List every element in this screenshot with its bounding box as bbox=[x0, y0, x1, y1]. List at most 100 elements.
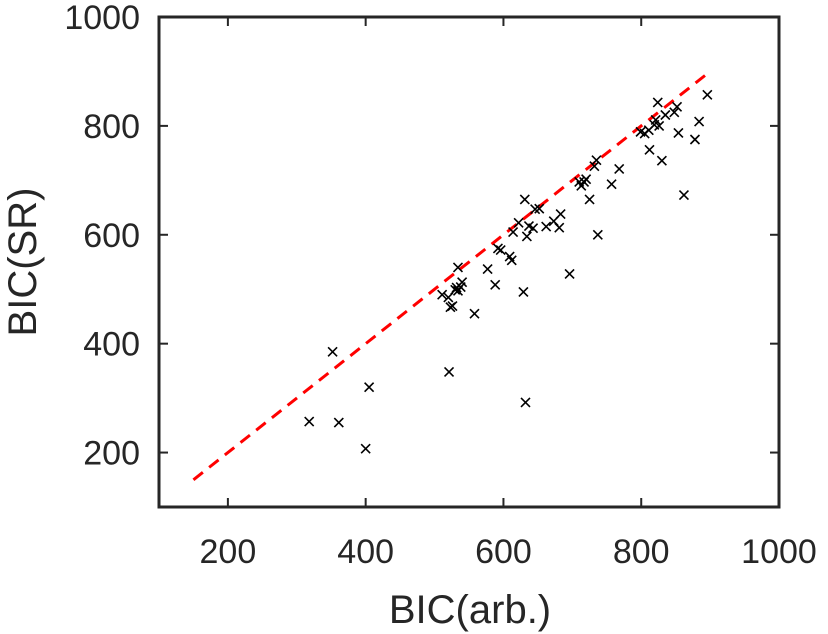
data-point-stroke bbox=[656, 155, 667, 166]
data-point bbox=[644, 144, 655, 155]
data-point bbox=[520, 397, 531, 408]
reference-line bbox=[192, 70, 712, 481]
data-point-stroke bbox=[530, 204, 541, 215]
data-point bbox=[694, 116, 705, 127]
data-point bbox=[702, 89, 713, 100]
data-point bbox=[452, 262, 464, 273]
y-tick-label: 1000 bbox=[64, 0, 140, 37]
data-point-stroke bbox=[660, 109, 671, 121]
data-point bbox=[584, 194, 595, 205]
data-point-stroke bbox=[447, 301, 458, 312]
data-point bbox=[660, 109, 671, 121]
data-point-stroke bbox=[452, 262, 464, 273]
data-point bbox=[482, 264, 493, 275]
data-point-stroke bbox=[574, 176, 585, 188]
data-point-stroke bbox=[327, 346, 338, 357]
data-point-stroke bbox=[635, 126, 646, 137]
data-point bbox=[519, 194, 530, 205]
y-tick-label: 200 bbox=[83, 435, 140, 473]
data-point-stroke bbox=[581, 174, 592, 185]
data-point bbox=[589, 161, 600, 172]
data-point bbox=[555, 209, 566, 220]
data-point bbox=[614, 163, 625, 174]
x-tick-label: 800 bbox=[613, 533, 670, 571]
data-point bbox=[656, 155, 667, 166]
data-point bbox=[689, 134, 701, 145]
data-point-stroke bbox=[644, 144, 655, 155]
data-point bbox=[447, 301, 458, 312]
data-point bbox=[606, 179, 617, 190]
data-point-stroke bbox=[506, 255, 517, 266]
data-point bbox=[521, 231, 532, 242]
data-point-stroke bbox=[504, 251, 515, 262]
data-point bbox=[506, 255, 517, 266]
data-point bbox=[333, 417, 344, 428]
data-point bbox=[530, 204, 541, 215]
x-tick-label: 600 bbox=[475, 533, 532, 571]
data-point-stroke bbox=[652, 97, 663, 108]
data-point-stroke bbox=[555, 209, 566, 220]
data-point-stroke bbox=[671, 101, 683, 112]
data-point-stroke bbox=[606, 179, 617, 190]
data-point bbox=[327, 346, 338, 357]
data-point bbox=[650, 114, 661, 125]
data-point bbox=[469, 308, 480, 319]
data-point bbox=[534, 203, 545, 214]
x-tick-label: 400 bbox=[337, 533, 394, 571]
data-point bbox=[360, 443, 371, 454]
data-point-stroke bbox=[689, 134, 701, 145]
y-tick-label: 600 bbox=[83, 217, 140, 255]
data-point-stroke bbox=[584, 194, 595, 205]
data-point-stroke bbox=[495, 244, 506, 256]
data-point-stroke bbox=[564, 268, 575, 280]
data-point-stroke bbox=[523, 221, 534, 232]
data-point bbox=[304, 416, 315, 427]
data-point-stroke bbox=[304, 416, 315, 427]
data-point-stroke bbox=[591, 155, 602, 166]
y-tick-label: 400 bbox=[83, 326, 140, 364]
axes-box bbox=[157, 15, 781, 509]
plot-area bbox=[157, 15, 781, 509]
data-point-stroke bbox=[521, 231, 532, 242]
data-point-stroke bbox=[528, 223, 539, 234]
data-point bbox=[437, 289, 448, 300]
data-point bbox=[490, 279, 501, 290]
y-axis-label: BIC(SR) bbox=[1, 188, 45, 337]
data-point-stroke bbox=[333, 417, 344, 428]
data-point-stroke bbox=[534, 203, 545, 214]
data-point bbox=[495, 244, 506, 256]
data-point bbox=[518, 286, 529, 298]
data-point-stroke bbox=[702, 89, 713, 100]
data-point-stroke bbox=[437, 289, 448, 300]
data-point-stroke bbox=[678, 189, 689, 201]
data-point bbox=[443, 366, 455, 378]
data-point bbox=[671, 101, 683, 112]
data-point bbox=[457, 277, 468, 288]
data-point bbox=[581, 174, 592, 185]
data-point-stroke bbox=[469, 308, 480, 319]
x-tick-label: 200 bbox=[200, 533, 257, 571]
data-point bbox=[541, 221, 552, 232]
data-point bbox=[364, 382, 375, 393]
data-point bbox=[654, 120, 665, 131]
data-point bbox=[591, 155, 602, 166]
data-point bbox=[673, 127, 684, 139]
data-point-stroke bbox=[673, 127, 684, 139]
data-point bbox=[528, 223, 539, 234]
data-point-stroke bbox=[654, 120, 665, 131]
data-point-stroke bbox=[694, 116, 705, 127]
x-axis-label: BIC(arb.) bbox=[389, 588, 551, 632]
data-point-stroke bbox=[614, 163, 625, 174]
y-tick-label: 800 bbox=[83, 108, 140, 146]
data-point bbox=[669, 107, 680, 118]
data-point-stroke bbox=[589, 161, 600, 172]
data-point-stroke bbox=[360, 443, 371, 454]
data-point-stroke bbox=[482, 264, 493, 275]
data-point-stroke bbox=[513, 217, 524, 228]
data-point bbox=[564, 268, 575, 280]
data-point-stroke bbox=[541, 221, 552, 232]
data-point-stroke bbox=[519, 194, 530, 205]
data-point-stroke bbox=[457, 277, 468, 288]
data-point bbox=[678, 189, 689, 201]
